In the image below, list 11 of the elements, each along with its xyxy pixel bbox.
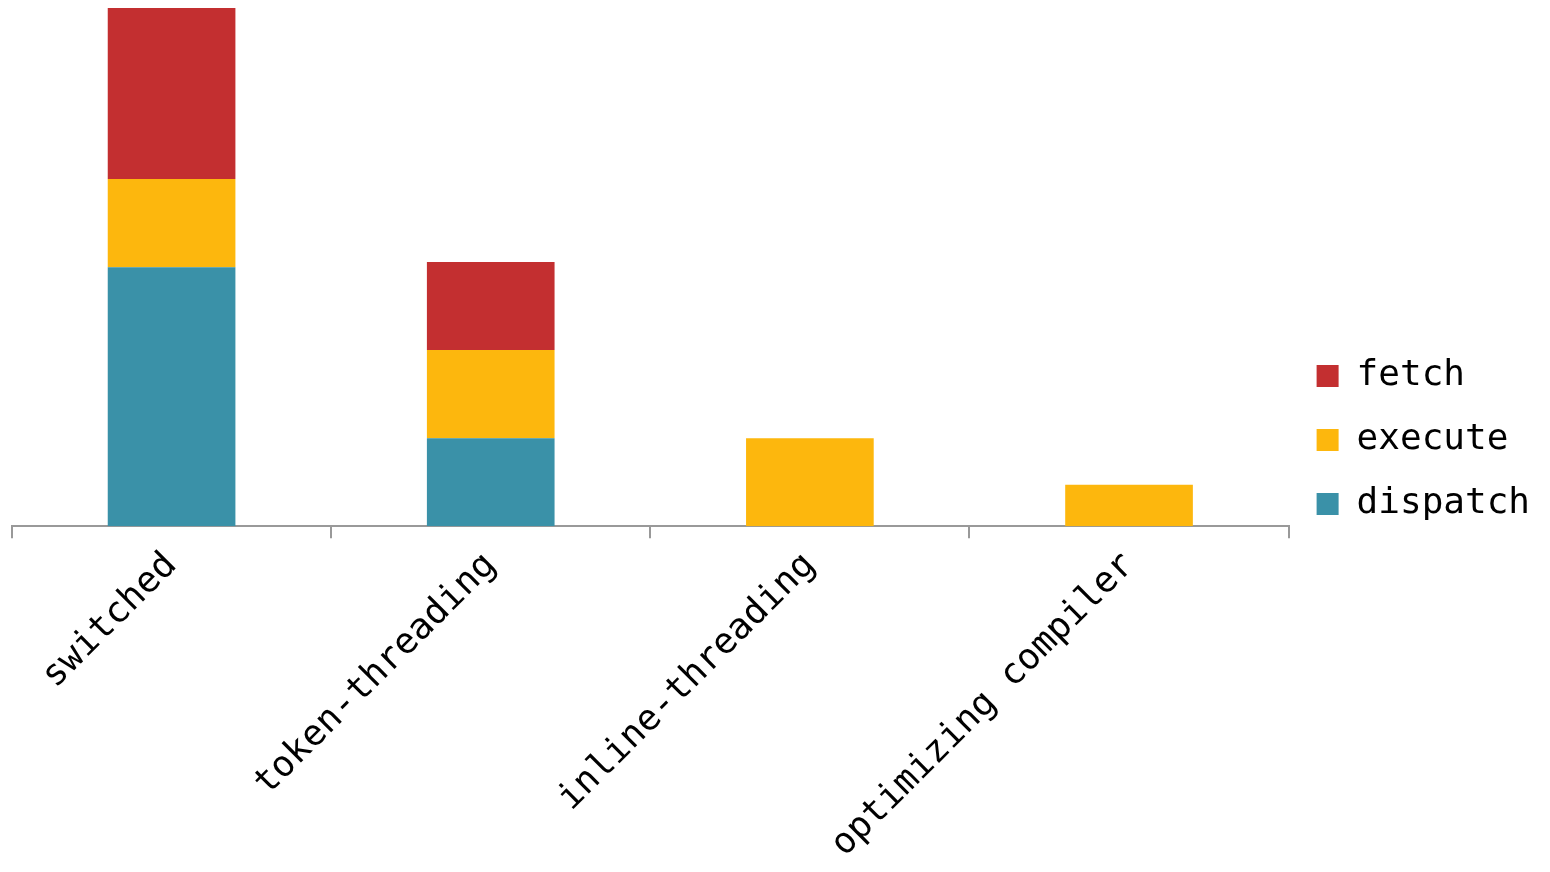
bar xyxy=(1065,484,1193,527)
bar xyxy=(107,8,236,180)
bar xyxy=(107,267,236,527)
bar xyxy=(746,438,874,527)
bar xyxy=(426,261,555,351)
legend-label: dispatch xyxy=(1356,480,1530,522)
bar xyxy=(426,438,555,527)
legend-label: fetch xyxy=(1356,352,1465,394)
bar xyxy=(426,350,555,439)
legend-label: execute xyxy=(1356,416,1509,458)
bar xyxy=(107,179,236,268)
